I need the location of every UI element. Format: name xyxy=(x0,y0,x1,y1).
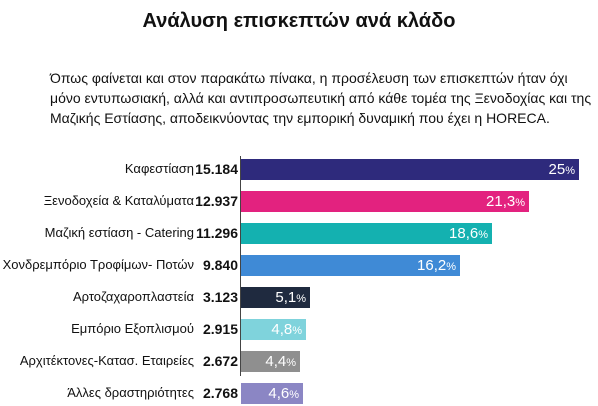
chart-row: Άλλες δραστηριότητες 2.768 4,6% xyxy=(0,382,598,404)
category-label: Εμπόριο Εξοπλισμού xyxy=(71,321,194,336)
bar xyxy=(241,223,492,244)
category-label: Άλλες δραστηριότητες xyxy=(67,385,194,400)
percentage-label: 4,4% xyxy=(265,353,296,370)
chart-row: Μαζική εστίαση - Catering 11.296 18,6% xyxy=(0,222,598,244)
intro-line: Όπως φαίνεται και στον παρακάτω πίνακα, … xyxy=(50,70,568,86)
visitor-count-label: 2.915 xyxy=(202,321,238,337)
percentage-label: 18,6% xyxy=(449,225,488,242)
intro-line: Μαζικής Εστίασης, αποδεικνύοντας την εμπ… xyxy=(50,110,550,126)
visitor-count-label: 2.672 xyxy=(202,353,238,369)
intro-paragraph: Όπως φαίνεται και στον παρακάτω πίνακα, … xyxy=(50,68,592,128)
category-label: Αρχιτέκτονες-Κατασ. Εταιρείες xyxy=(19,353,194,368)
visitor-count-label: 15.184 xyxy=(195,161,238,177)
bar xyxy=(241,159,579,180)
chart-row: Εμπόριο Εξοπλισμού 2.915 4,8% xyxy=(0,318,598,340)
chart-row: Ξενοδοχεία & Καταλύματα 12.937 21,3% xyxy=(0,190,598,212)
visitors-by-sector-chart: Καφεστίαση 15.184 25% Ξενοδοχεία & Καταλύμα… xyxy=(0,156,598,404)
chart-row: Αρτοζαχαροπλαστεία 3.123 5,1% xyxy=(0,286,598,308)
intro-line: μόνο εντυπωσιακή, αλλά και αντιπροσωπευτ… xyxy=(50,90,592,106)
category-axis-line xyxy=(240,156,241,376)
bar xyxy=(241,191,529,212)
visitor-count-label: 12.937 xyxy=(195,193,238,209)
chart-row: Καφεστίαση 15.184 25% xyxy=(0,158,598,180)
category-label: Χονδρεμπόριο Τροφίμων- Ποτών xyxy=(2,257,194,272)
percentage-label: 25% xyxy=(548,161,575,178)
percentage-label: 4,8% xyxy=(271,321,302,338)
visitor-count-label: 3.123 xyxy=(202,289,238,305)
visitor-count-label: 9.840 xyxy=(202,257,238,273)
category-label: Αρτοζαχαροπλαστεία xyxy=(72,289,194,304)
bar xyxy=(241,383,303,404)
percentage-label: 16,2% xyxy=(417,257,456,274)
percentage-label: 5,1% xyxy=(275,289,306,306)
category-label: Μαζική εστίαση - Catering xyxy=(44,225,194,240)
chart-row: Χονδρεμπόριο Τροφίμων- Ποτών 9.840 16,2% xyxy=(0,254,598,276)
percentage-label: 4,6% xyxy=(268,385,299,402)
category-label: Καφεστίαση xyxy=(124,161,194,176)
bar xyxy=(241,351,300,372)
bar xyxy=(241,255,460,276)
category-label: Ξενοδοχεία & Καταλύματα xyxy=(43,193,194,208)
chart-row: Αρχιτέκτονες-Κατασ. Εταιρείες 2.672 4,4% xyxy=(0,350,598,372)
page-title: Ανάλυση επισκεπτών ανά κλάδο xyxy=(142,10,456,32)
percentage-label: 21,3% xyxy=(486,193,525,210)
bar xyxy=(241,287,310,308)
bar xyxy=(241,319,306,340)
visitor-count-label: 2.768 xyxy=(202,385,238,401)
visitor-count-label: 11.296 xyxy=(195,225,238,241)
